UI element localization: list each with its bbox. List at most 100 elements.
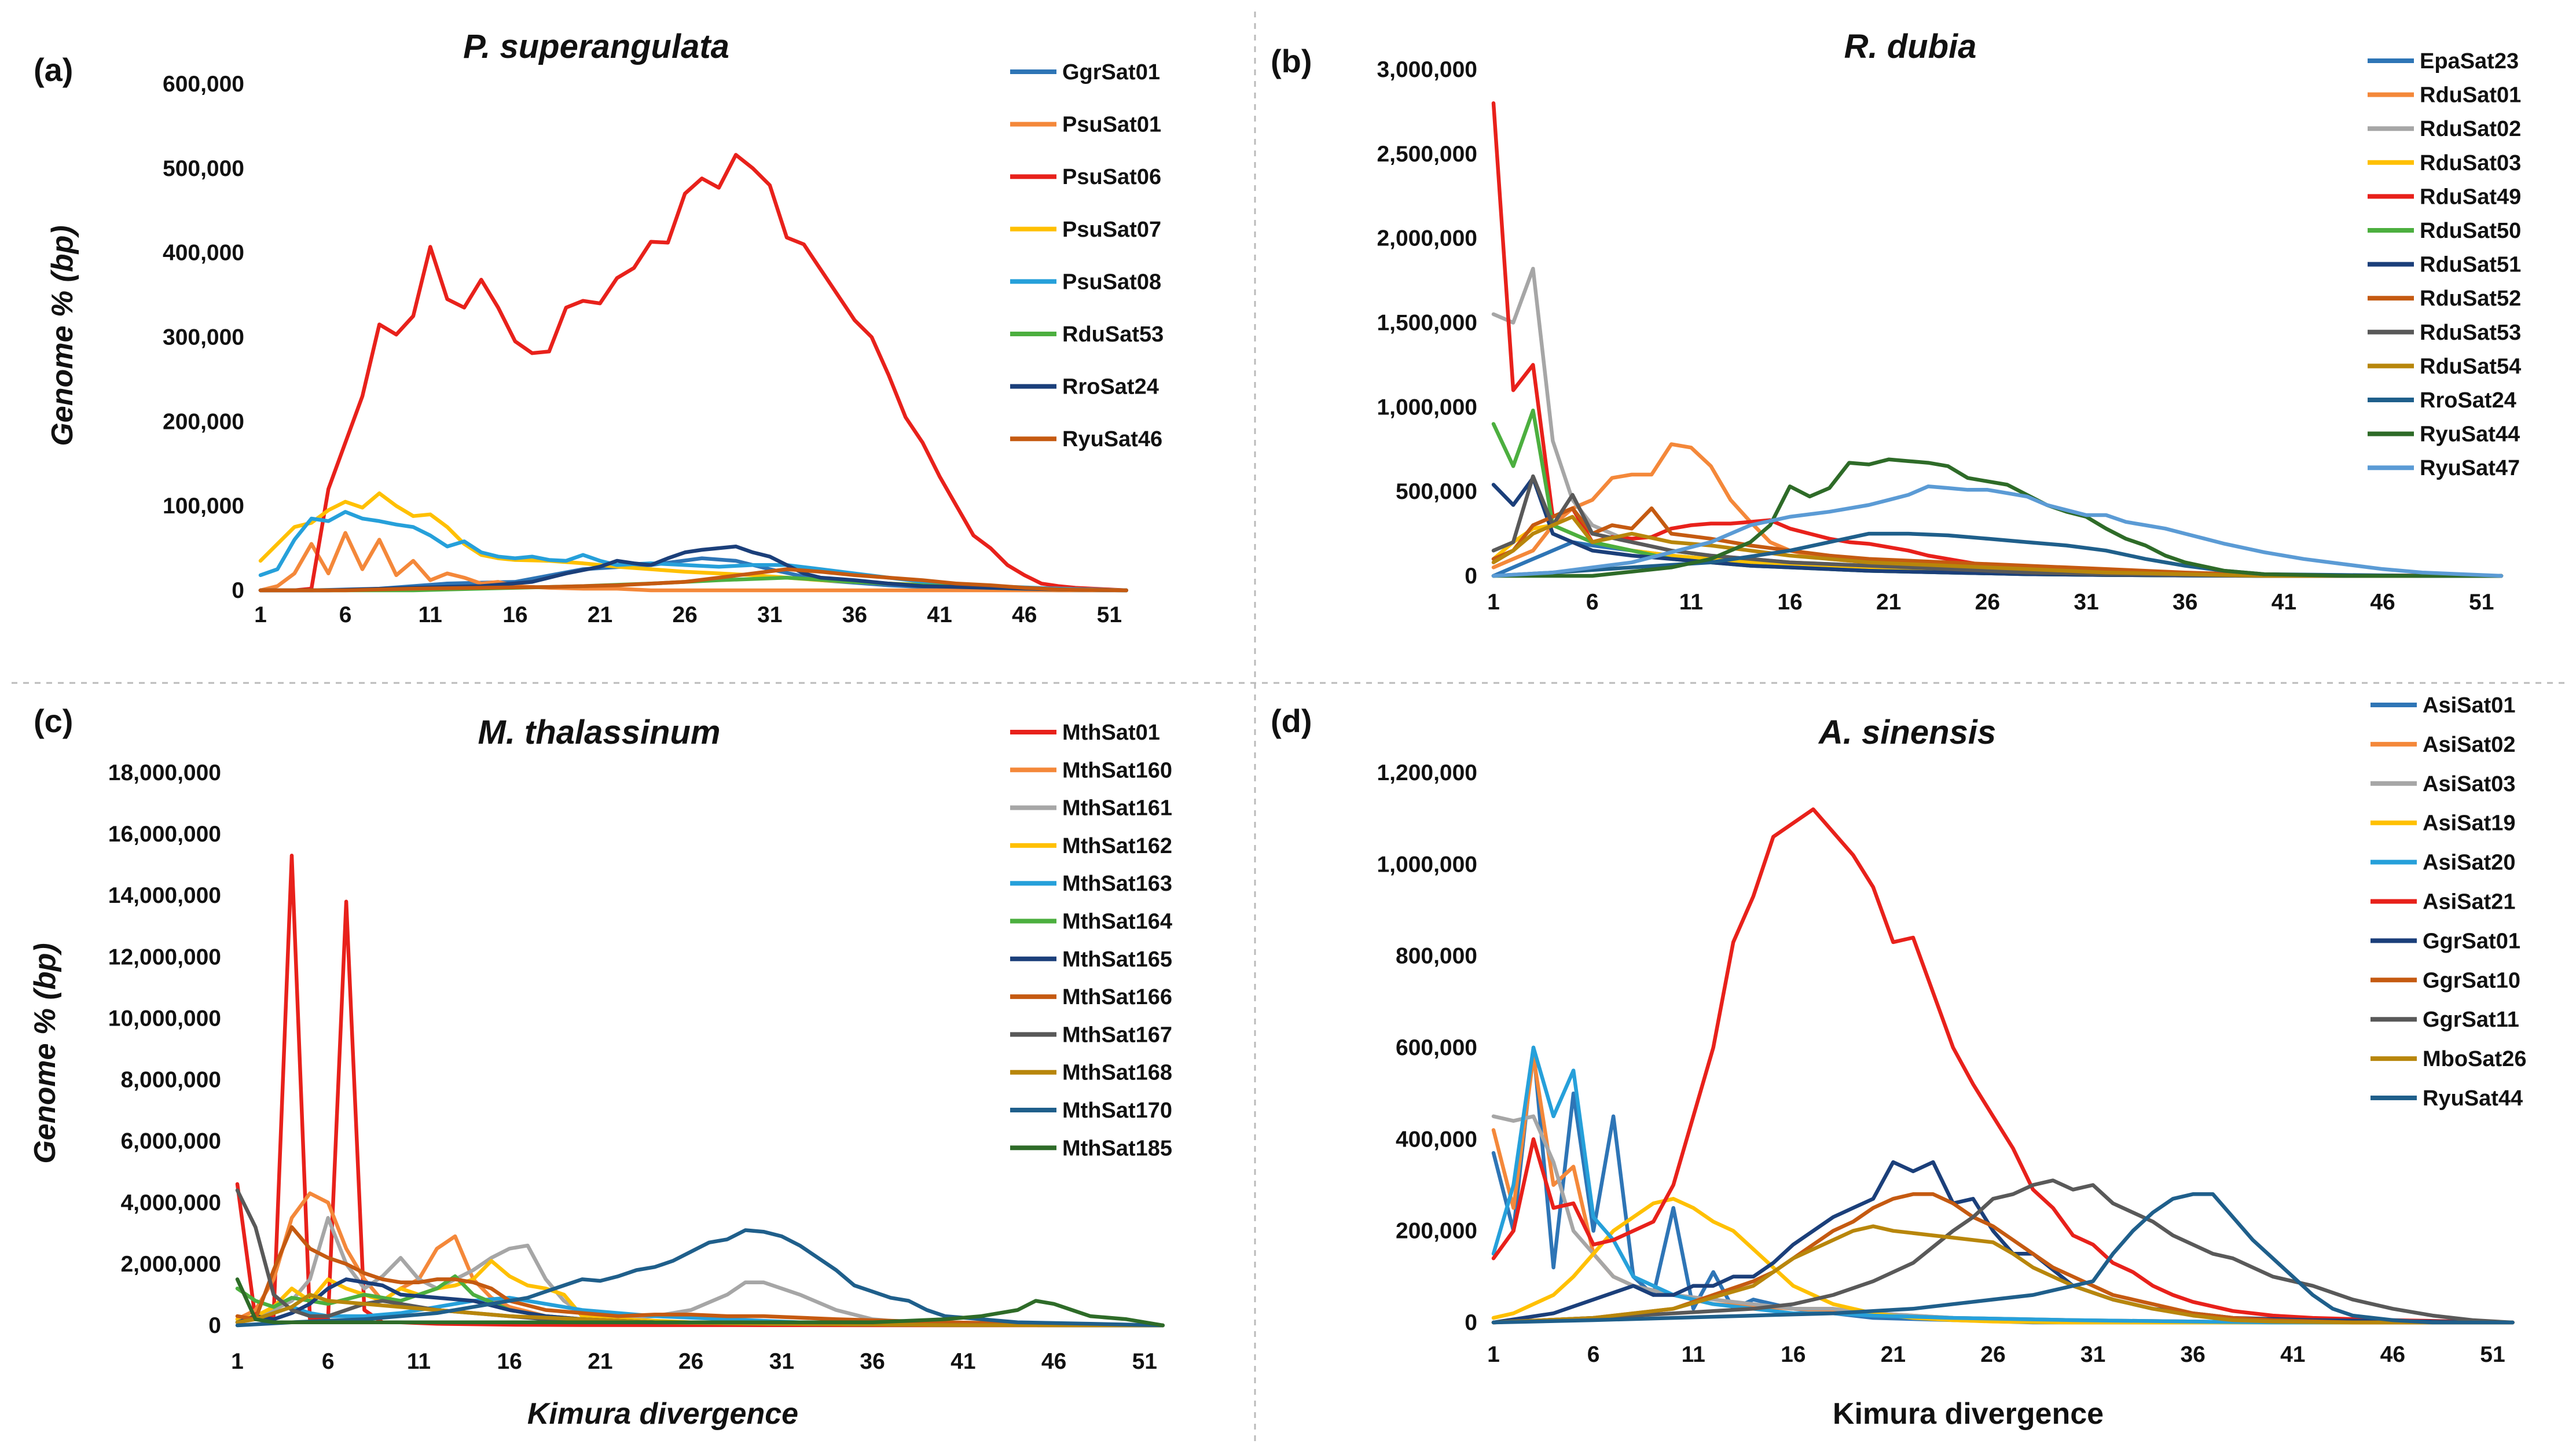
legend-label: RroSat24 — [2420, 388, 2516, 413]
x-tick-label: 11 — [1679, 590, 1703, 615]
legend-label: MthSat185 — [1062, 1136, 1172, 1160]
legend-label: RyuSat44 — [2420, 422, 2520, 447]
series-line-GgrSat11 — [1491, 1178, 2515, 1325]
y-axis-ticks: 0 2,000,000 4,000,000 6,000,000 8,000,000 10,… — [108, 760, 221, 1338]
x-tick-label: 16 — [502, 602, 527, 627]
series-line-RyuSat47 — [1491, 484, 2504, 578]
legend-label: AsiSat02 — [2423, 733, 2516, 757]
legend-label: GgrSat01 — [2423, 929, 2520, 953]
x-tick-label: 16 — [497, 1349, 522, 1374]
y-tick-label: 1,500,000 — [1377, 311, 1477, 336]
x-tick-label: 26 — [1975, 590, 2000, 615]
x-tick-label: 21 — [588, 602, 612, 627]
series-line-MboSat26 — [1491, 1224, 2515, 1325]
y-axis-ticks: 0 100,000 200,000 300,000 400,000 500,000 600,… — [163, 72, 244, 603]
x-tick-label: 41 — [2272, 590, 2296, 615]
panel-label: (d) — [1271, 703, 1312, 739]
series-line-PsuSat01 — [258, 531, 1128, 593]
y-tick-label: 2,000,000 — [1377, 226, 1477, 251]
x-axis-ticks: 1 6 11 16 21 26 31 36 41 46 51 — [1487, 590, 2494, 615]
legend-label: RduSat54 — [2420, 354, 2521, 379]
x-tick-label: 41 — [951, 1349, 975, 1374]
x-axis-ticks: 1 6 11 16 21 26 31 36 41 46 51 — [1487, 1342, 2505, 1367]
x-axis-label: Kimura divergence — [1833, 1397, 2104, 1431]
series-line-RduSat02 — [1491, 266, 2504, 578]
legend-label: RduSat03 — [2420, 151, 2521, 175]
panel-label: (a) — [34, 52, 73, 88]
legend-label: RyuSat47 — [2420, 456, 2520, 480]
series-line-MthSat185 — [235, 1277, 1165, 1328]
x-tick-label: 36 — [2173, 590, 2197, 615]
x-tick-label: 51 — [2480, 1342, 2505, 1367]
series-line-RduSat49 — [1491, 101, 2504, 578]
x-tick-label: 36 — [842, 602, 867, 627]
x-tick-label: 31 — [2080, 1342, 2105, 1367]
legend-label: MthSat166 — [1062, 985, 1172, 1009]
y-tick-label: 10,000,000 — [108, 1006, 221, 1031]
panel-label: (b) — [1271, 43, 1312, 79]
x-tick-label: 41 — [927, 602, 952, 627]
legend-label: MthSat165 — [1062, 947, 1172, 972]
x-tick-label: 26 — [1980, 1342, 2005, 1367]
legend-label: RduSat50 — [2420, 219, 2521, 243]
y-tick-label: 1,000,000 — [1377, 395, 1477, 420]
x-tick-label: 26 — [672, 602, 697, 627]
legend-label: RduSat01 — [2420, 83, 2521, 108]
x-tick-label: 1 — [1487, 1342, 1500, 1367]
plot-area — [1491, 101, 2504, 578]
legend-label: RduSat53 — [1062, 322, 1164, 347]
legend-label: RduSat52 — [2420, 286, 2521, 311]
y-tick-label: 12,000,000 — [108, 945, 221, 969]
x-tick-label: 46 — [2370, 590, 2395, 615]
legend-label: AsiSat21 — [2423, 890, 2516, 914]
panel-d: (d) A. sinensis Kimura divergence 0 200,0… — [1271, 693, 2526, 1431]
x-axis-label: Kimura divergence — [527, 1397, 798, 1431]
panel-b: (b) R. dubia 0 500,000 1,000,000 1,500,000 2… — [1271, 28, 2521, 615]
y-tick-label: 500,000 — [163, 156, 244, 181]
legend-label: PsuSat01 — [1062, 113, 1161, 137]
series-line-RyuSat44 — [1491, 457, 2504, 578]
panel-label: (c) — [34, 703, 73, 739]
legend-label: RduSat02 — [2420, 117, 2521, 141]
legend: MthSat01 MthSat160 MthSat161 MthSat162 MthSa… — [1010, 721, 1172, 1160]
y-tick-label: 600,000 — [1396, 1035, 1477, 1060]
series-line-AsiSat19 — [1491, 1197, 2515, 1325]
y-axis-ticks: 0 500,000 1,000,000 1,500,000 2,000,000 2,500… — [1377, 57, 1477, 589]
legend: AsiSat01 AsiSat02 AsiSat03 AsiSat19 AsiSat20… — [2370, 693, 2526, 1111]
x-tick-label: 31 — [757, 602, 782, 627]
y-tick-label: 4,000,000 — [120, 1191, 221, 1215]
y-tick-label: 2,500,000 — [1377, 142, 1477, 167]
x-tick-label: 11 — [407, 1349, 431, 1374]
series-line-RyuSat44 — [1491, 1192, 2515, 1325]
x-tick-label: 6 — [1587, 1342, 1600, 1367]
legend-label: MthSat168 — [1062, 1061, 1172, 1085]
x-tick-label: 36 — [860, 1349, 885, 1374]
y-tick-label: 0 — [1465, 1310, 1477, 1335]
series-line-RyuSat46 — [258, 567, 1128, 593]
legend-label: MthSat01 — [1062, 721, 1160, 745]
x-tick-label: 6 — [1586, 590, 1599, 615]
series-line-MthSat166 — [235, 1225, 1165, 1328]
legend-label: AsiSat01 — [2423, 693, 2516, 718]
legend-label: MthSat160 — [1062, 758, 1172, 782]
x-tick-label: 46 — [1041, 1349, 1066, 1374]
legend-label: AsiSat20 — [2423, 851, 2516, 875]
x-tick-label: 31 — [2074, 590, 2098, 615]
x-tick-label: 36 — [2180, 1342, 2205, 1367]
legend: GgrSat01 PsuSat01 PsuSat06 PsuSat07 PsuSat08… — [1010, 60, 1164, 451]
y-tick-label: 1,000,000 — [1377, 852, 1477, 877]
x-tick-label: 6 — [322, 1349, 335, 1374]
legend-label: RyuSat46 — [1062, 427, 1162, 451]
legend-label: MboSat26 — [2423, 1047, 2526, 1071]
plot-area — [258, 153, 1128, 593]
x-tick-label: 16 — [1781, 1342, 1806, 1367]
series-line-PsuSat06 — [258, 153, 1128, 593]
legend-label: PsuSat06 — [1062, 165, 1161, 189]
legend-label: MthSat163 — [1062, 872, 1172, 896]
y-tick-label: 2,000,000 — [120, 1252, 221, 1277]
y-tick-label: 100,000 — [163, 494, 244, 519]
x-tick-label: 31 — [769, 1349, 794, 1374]
x-tick-label: 11 — [1682, 1342, 1705, 1367]
y-tick-label: 18,000,000 — [108, 760, 221, 785]
